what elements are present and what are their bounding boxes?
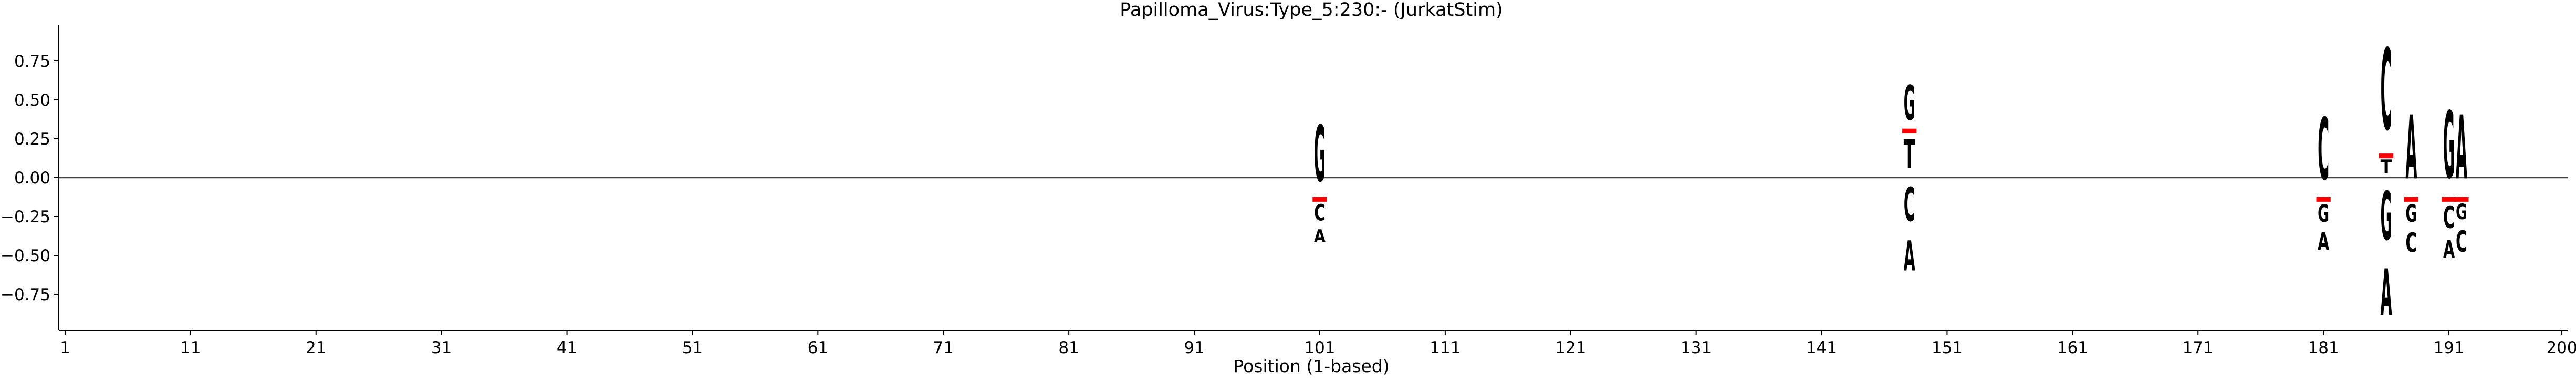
logo-letter-a: A bbox=[2381, 255, 2392, 330]
x-tick-label: 81 bbox=[1058, 338, 1079, 357]
logo-letter-c: C bbox=[2456, 224, 2467, 259]
logo-letter-g: G bbox=[2443, 93, 2455, 200]
chart-title: Papilloma_Virus:Type_5:230:- (JurkatStim… bbox=[1120, 0, 1503, 20]
x-tick-label: 41 bbox=[557, 338, 577, 357]
x-tick-label: 31 bbox=[431, 338, 452, 357]
y-tick-label: 0.25 bbox=[14, 130, 50, 149]
y-tick-label: 0.50 bbox=[14, 91, 50, 110]
logo-letter-g: G bbox=[2318, 199, 2329, 228]
logo-letter-g: G bbox=[2381, 178, 2392, 255]
logo-letter-c: C bbox=[2381, 25, 2392, 156]
logo-letter-c: C bbox=[1904, 178, 1915, 232]
y-tick-label: 0.75 bbox=[14, 52, 50, 71]
y-tick-label: 0.00 bbox=[14, 169, 50, 188]
logo-letter-a: A bbox=[2405, 98, 2417, 200]
logo-letter-c: C bbox=[2405, 227, 2417, 259]
logo-letter-c: C bbox=[1314, 200, 1326, 226]
x-tick-label: 161 bbox=[2057, 338, 2088, 357]
y-tick-label: −0.25 bbox=[1, 208, 50, 227]
x-tick-label: 21 bbox=[306, 338, 326, 357]
x-tick-label: 171 bbox=[2183, 338, 2214, 357]
x-tick-label: 151 bbox=[1932, 338, 1963, 357]
x-tick-label: 191 bbox=[2433, 338, 2464, 357]
logo-letter-t: T bbox=[2381, 156, 2392, 178]
plot-area: 0.750.500.250.00−0.25−0.50−0.751 11 21 31 41… bbox=[1, 25, 2576, 357]
x-tick-label: 111 bbox=[1430, 338, 1461, 357]
x-tick-label: 131 bbox=[1681, 338, 1712, 357]
logo-letter-a: A bbox=[2443, 235, 2455, 263]
x-tick-label: 101 bbox=[1304, 338, 1335, 357]
logo-letter-g: G bbox=[1904, 75, 1915, 131]
x-axis-label: Position (1-based) bbox=[1233, 356, 1389, 376]
x-tick-label: 61 bbox=[808, 338, 828, 357]
x-tick-label: 1 bbox=[60, 338, 70, 357]
logo-letter-g: G bbox=[2405, 199, 2417, 228]
logo-letter-a: A bbox=[2318, 228, 2329, 255]
y-tick-label: −0.75 bbox=[1, 285, 50, 304]
logo-letter-t: T bbox=[1904, 131, 1915, 178]
logo-letter-a: A bbox=[1314, 226, 1326, 247]
x-tick-label: 91 bbox=[1184, 338, 1204, 357]
logo-letter-g: G bbox=[2456, 200, 2467, 225]
logo-letter-g: G bbox=[1314, 109, 1326, 199]
x-tick-label: 141 bbox=[1806, 338, 1837, 357]
x-tick-label: 200 bbox=[2546, 338, 2576, 357]
logo-letter-c: C bbox=[2443, 199, 2455, 235]
x-tick-label: 121 bbox=[1555, 338, 1586, 357]
logo-letter-c: C bbox=[2318, 101, 2329, 200]
x-tick-label: 181 bbox=[2308, 338, 2339, 357]
x-tick-label: 71 bbox=[933, 338, 954, 357]
logo-letter-a: A bbox=[1904, 232, 1915, 280]
x-tick-label: 51 bbox=[682, 338, 703, 357]
x-tick-label: 11 bbox=[180, 338, 201, 357]
logo-letter-a: A bbox=[2456, 98, 2467, 200]
y-tick-label: −0.50 bbox=[1, 247, 50, 265]
